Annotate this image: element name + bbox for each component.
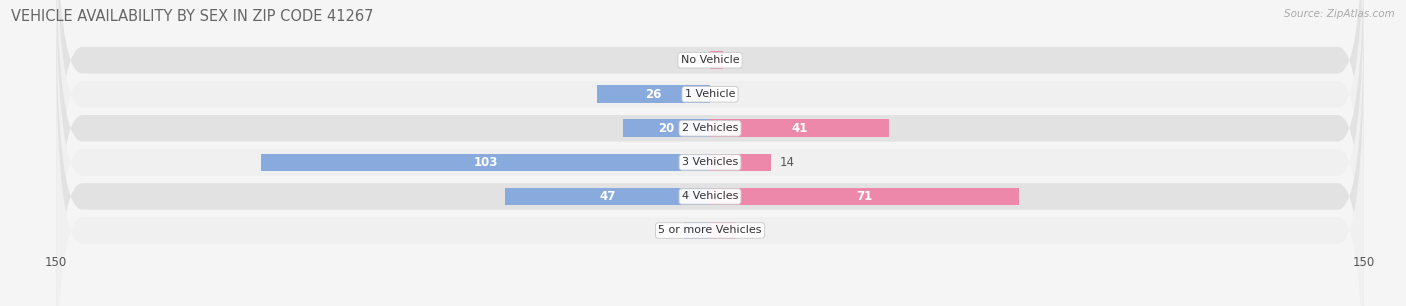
Bar (710, 51, 723, 69)
Text: 0: 0 (695, 54, 702, 67)
FancyBboxPatch shape (56, 39, 1364, 306)
Text: 6: 6 (745, 224, 752, 237)
Bar (710, 222, 737, 239)
Text: 5 or more Vehicles: 5 or more Vehicles (658, 226, 762, 236)
Bar (710, 154, 770, 171)
Text: 103: 103 (474, 156, 498, 169)
FancyBboxPatch shape (56, 0, 1364, 251)
Text: 71: 71 (856, 190, 873, 203)
Bar (710, 188, 1019, 205)
FancyBboxPatch shape (56, 0, 1364, 306)
FancyBboxPatch shape (56, 0, 1364, 306)
Bar (623, 119, 710, 137)
Text: VEHICLE AVAILABILITY BY SEX IN ZIP CODE 41267: VEHICLE AVAILABILITY BY SEX IN ZIP CODE … (11, 9, 374, 24)
Text: 20: 20 (658, 122, 675, 135)
Text: 1 Vehicle: 1 Vehicle (685, 89, 735, 99)
Text: Source: ZipAtlas.com: Source: ZipAtlas.com (1284, 9, 1395, 19)
Text: 41: 41 (792, 122, 807, 135)
Text: 6: 6 (668, 224, 675, 237)
Text: 14: 14 (780, 156, 794, 169)
Text: No Vehicle: No Vehicle (681, 55, 740, 65)
FancyBboxPatch shape (56, 0, 1364, 285)
Text: 3 Vehicles: 3 Vehicles (682, 157, 738, 167)
Bar (710, 119, 889, 137)
Text: 3: 3 (731, 54, 740, 67)
Bar (596, 85, 710, 103)
Text: 47: 47 (599, 190, 616, 203)
Text: 2 Vehicles: 2 Vehicles (682, 123, 738, 133)
FancyBboxPatch shape (56, 6, 1364, 306)
Bar (505, 188, 710, 205)
Text: 4 Vehicles: 4 Vehicles (682, 192, 738, 201)
Bar (262, 154, 710, 171)
Text: 0: 0 (718, 88, 725, 101)
Bar (683, 222, 710, 239)
Text: 26: 26 (645, 88, 662, 101)
